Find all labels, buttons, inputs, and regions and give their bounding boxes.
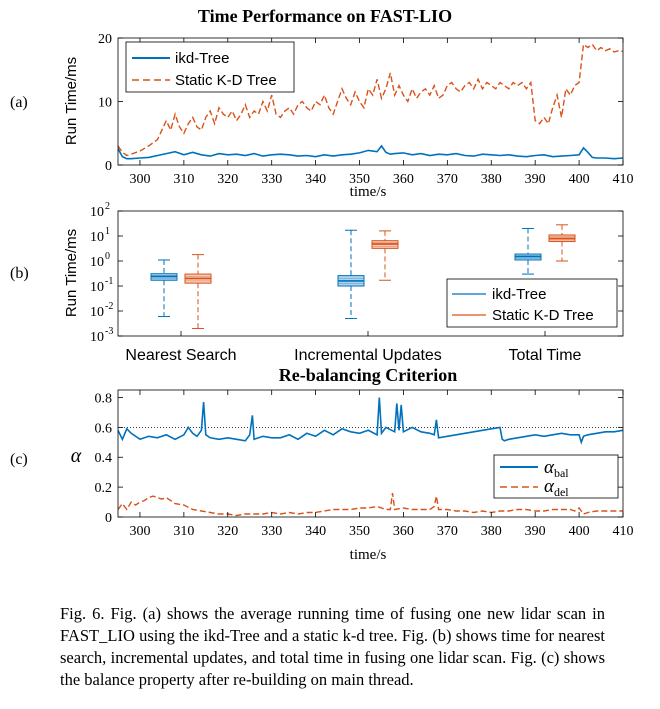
x-tick-label: 330 xyxy=(261,524,282,539)
x-tick-label: 320 xyxy=(217,524,238,539)
x-tick-label: 320 xyxy=(217,172,238,187)
figure-caption: Fig. 6. Fig. (a) shows the average runni… xyxy=(60,604,605,689)
panel-b-label: (b) xyxy=(10,265,29,282)
panel-a-title: Time Performance on FAST-LIO xyxy=(198,6,452,26)
y-tick-label: 10 xyxy=(90,330,104,345)
series-line-0 xyxy=(118,397,623,445)
y-tick-exponent: 2 xyxy=(105,201,110,212)
x-tick-label: 410 xyxy=(613,524,634,539)
panel-b-ylabel: Run Time/ms xyxy=(63,229,80,317)
x-tick-label: 330 xyxy=(261,172,282,187)
box-1-2 xyxy=(548,224,576,262)
panel-c-rebalancing: Re-balancing Criterion (c) α time/s 300 3… xyxy=(10,365,634,563)
x-tick-label: 400 xyxy=(569,172,590,187)
y-tick-label: 0.4 xyxy=(95,451,113,466)
legend-alpha-bal-label: αbal xyxy=(544,457,569,480)
panel-a-time-performance: Time Performance on FAST-LIO (a) Run Tim… xyxy=(10,6,634,200)
x-tick-label: 340 xyxy=(305,172,326,187)
box-0-0 xyxy=(150,259,178,318)
x-tick-label: 380 xyxy=(481,172,502,187)
y-tick-label: 20 xyxy=(98,32,112,47)
box-0-2 xyxy=(514,227,542,275)
y-tick-label: 0 xyxy=(105,159,112,174)
panel-c-ylabel: α xyxy=(71,445,82,467)
legend-static-kd-tree-label: Static K-D Tree xyxy=(492,307,594,324)
y-tick-label: 0.2 xyxy=(95,481,113,496)
panel-a-legend-box xyxy=(125,41,295,93)
legend-alpha-del-label: αdel xyxy=(544,476,569,499)
panel-a-label: (a) xyxy=(10,94,28,111)
x-tick-label: 300 xyxy=(129,524,150,539)
box-1-0 xyxy=(184,254,212,329)
legend-static-kd-tree-label: Static K-D Tree xyxy=(175,72,277,89)
series-line-1 xyxy=(118,493,623,517)
x-tick-label: 390 xyxy=(525,524,546,539)
y-tick-label: 0.8 xyxy=(95,391,113,406)
panel-b-axes-box xyxy=(117,210,624,337)
panel-c-axes-box xyxy=(117,389,624,518)
panel-c-legend-box xyxy=(493,454,619,499)
x-tick-label: 360 xyxy=(393,524,414,539)
x-tick-label: 310 xyxy=(173,524,194,539)
y-tick-label: 0.6 xyxy=(95,421,113,436)
box-0-1 xyxy=(337,229,365,320)
category-label-incremental-updates: Incremental Updates xyxy=(294,347,442,364)
x-tick-label: 370 xyxy=(437,172,458,187)
category-label-nearest-search: Nearest Search xyxy=(125,347,236,364)
x-tick-label: 400 xyxy=(569,524,590,539)
y-tick-label: 10 xyxy=(90,280,104,295)
y-tick-label: 10 xyxy=(90,230,104,245)
series-line-0 xyxy=(118,144,623,160)
y-tick-exponent: -1 xyxy=(105,276,113,287)
y-tick-label: 0 xyxy=(105,511,112,526)
y-tick-exponent: -2 xyxy=(105,301,113,312)
x-tick-label: 300 xyxy=(129,172,150,187)
y-tick-exponent: 0 xyxy=(105,251,110,262)
y-tick-label: 10 xyxy=(98,96,112,111)
panel-a-ylabel: Run Time/ms xyxy=(63,57,80,145)
panel-c-xlabel: time/s xyxy=(350,547,387,563)
y-tick-label: 10 xyxy=(90,255,104,270)
panel-c-label: (c) xyxy=(10,451,28,468)
panel-c-legend: αbal αdel xyxy=(493,454,619,499)
category-label-total-time: Total Time xyxy=(509,347,582,364)
y-tick-exponent: 1 xyxy=(105,226,110,237)
x-tick-label: 410 xyxy=(613,172,634,187)
panel-c-title: Re-balancing Criterion xyxy=(279,365,457,385)
x-tick-label: 380 xyxy=(481,524,502,539)
y-tick-exponent: -3 xyxy=(105,326,113,337)
x-tick-label: 350 xyxy=(349,172,370,187)
panel-a-legend: ikd-Tree Static K-D Tree xyxy=(125,41,295,93)
panel-a-xlabel: time/s xyxy=(350,184,387,200)
legend-ikd-tree-label: ikd-Tree xyxy=(175,50,229,67)
x-tick-label: 370 xyxy=(437,524,458,539)
y-tick-label: 10 xyxy=(90,205,104,220)
x-tick-label: 350 xyxy=(349,524,370,539)
legend-ikd-tree-label: ikd-Tree xyxy=(492,286,546,303)
x-tick-label: 310 xyxy=(173,172,194,187)
y-tick-label: 10 xyxy=(90,305,104,320)
x-tick-label: 360 xyxy=(393,172,414,187)
x-tick-label: 340 xyxy=(305,524,326,539)
series-line-1 xyxy=(118,43,623,157)
panel-b-legend: ikd-Tree Static K-D Tree xyxy=(446,278,618,328)
x-tick-label: 390 xyxy=(525,172,546,187)
box-1-1 xyxy=(371,230,399,281)
panel-b-legend-box xyxy=(446,278,618,328)
